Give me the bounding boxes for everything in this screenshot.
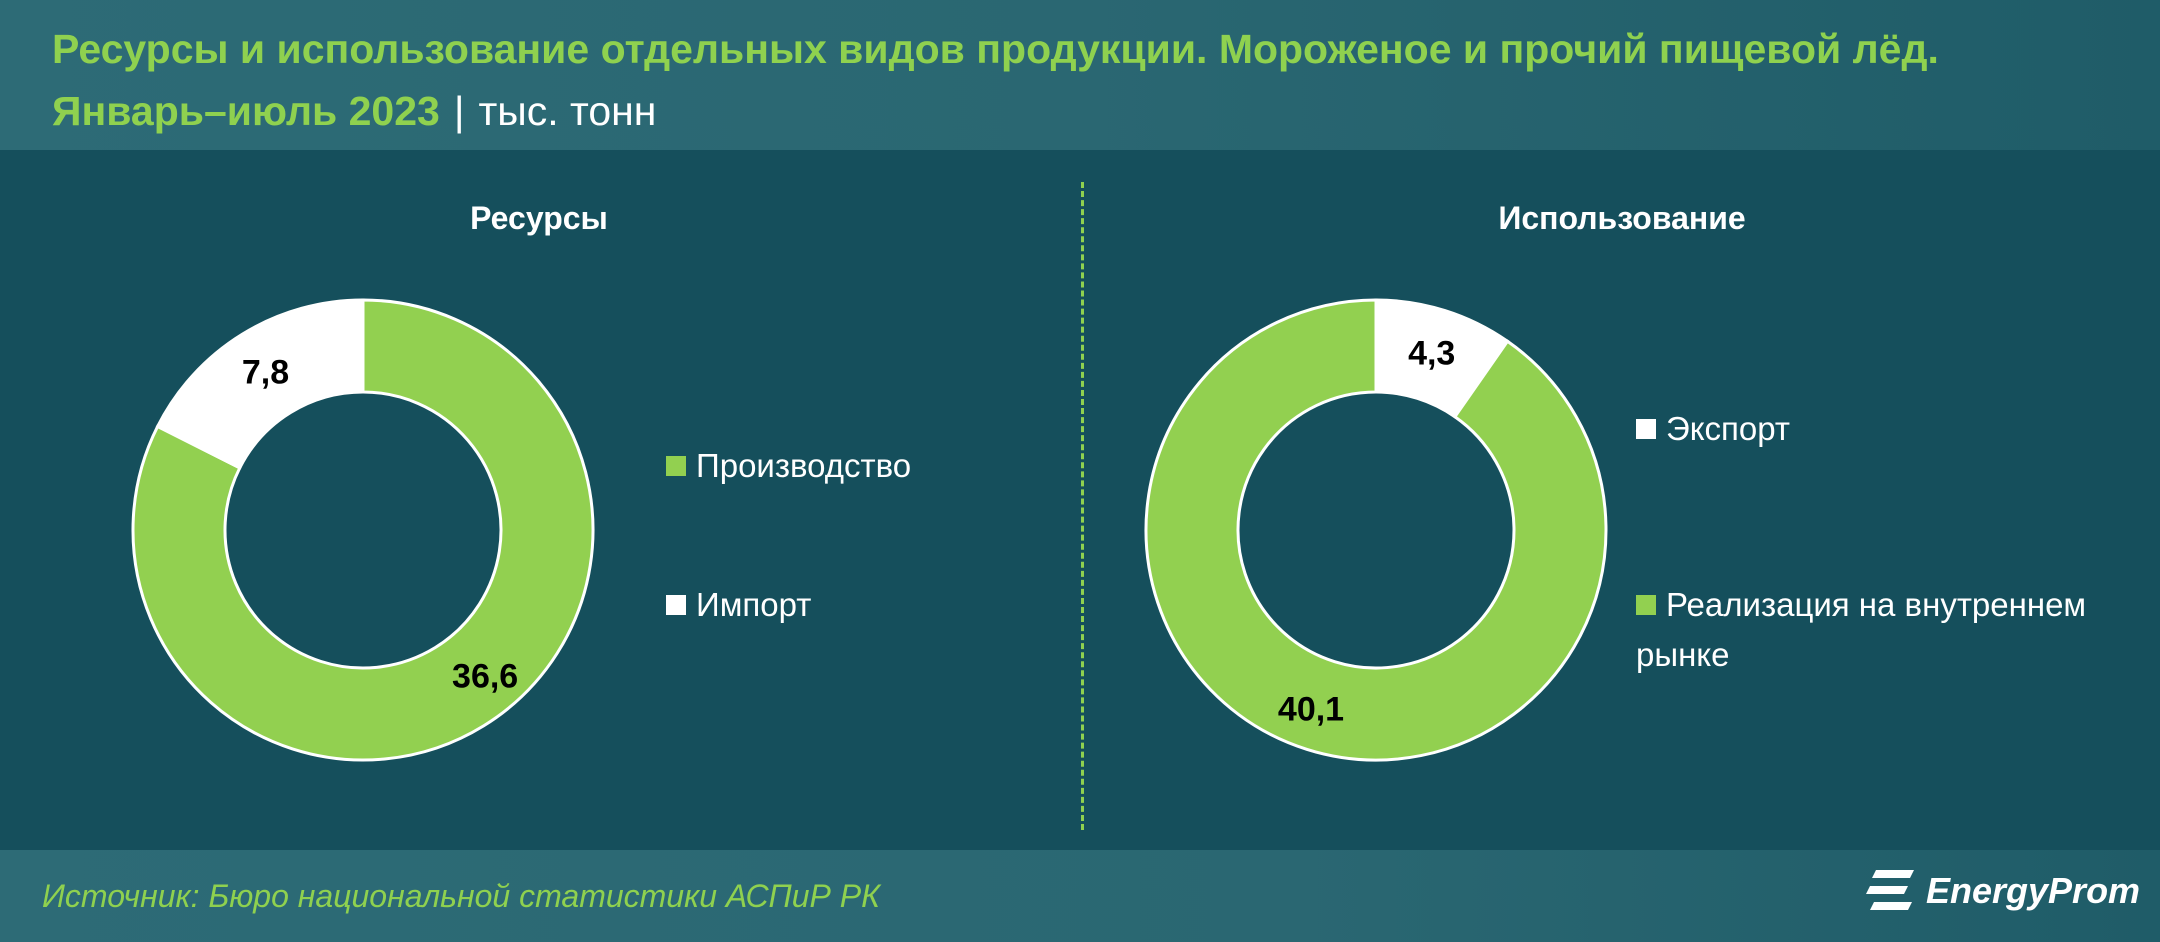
legend-label-export: Экспорт: [1666, 410, 1790, 447]
legend-item-production: Производство: [666, 441, 911, 491]
period-label: Январь–июль 2023: [52, 88, 440, 134]
legend-swatch-import: [666, 595, 686, 616]
chart-title-line1: Ресурсы и использование отдельных видов …: [52, 26, 1939, 72]
donut-slice-1-1: [1144, 298, 1608, 762]
legend-label-import: Импорт: [696, 586, 812, 623]
donut-value-label-1-0: 4,3: [1408, 335, 1455, 373]
resources-donut: 36,6 7,8: [131, 298, 595, 762]
donut-value-label-0-0: 36,6: [452, 658, 518, 696]
legend-swatch-domestic: [1636, 595, 1656, 616]
dashed-divider: [1081, 182, 1084, 830]
legend-item-import: Импорт: [666, 580, 811, 630]
energyprom-logo-icon: [1866, 870, 1914, 910]
donut-value-label-0-1: 7,8: [242, 354, 289, 392]
resources-chart-title: Ресурсы: [470, 200, 608, 236]
legend-item-domestic: Реализация на внутреннем рынке: [1636, 580, 2146, 680]
usage-donut: 4,3 40,1: [1144, 298, 1608, 762]
donut-slice-0-1: [155, 298, 365, 470]
chart-title-line2: Январь–июль 2023 | тыс. тонн: [52, 88, 656, 135]
legend-swatch-production: [666, 456, 686, 477]
legend-label-domestic: Реализация на внутреннем рынке: [1636, 586, 2087, 673]
header-bar: [0, 0, 2160, 150]
donut-slice-0-0: [131, 298, 595, 762]
brand-logo: EnergyProm: [1862, 866, 2140, 916]
title-separator: |: [453, 88, 465, 134]
usage-chart-title: Использование: [1498, 200, 1746, 236]
source-note: Источник: Бюро национальной статистики А…: [42, 878, 880, 914]
legend-label-production: Производство: [696, 447, 912, 484]
logo-text: EnergyProm: [1926, 870, 2141, 911]
legend-swatch-export: [1636, 419, 1656, 440]
footer-bar: [0, 850, 2160, 942]
legend-item-export: Экспорт: [1636, 404, 1790, 454]
unit-label: тыс. тонн: [478, 88, 657, 134]
donut-value-label-1-1: 40,1: [1278, 691, 1344, 729]
